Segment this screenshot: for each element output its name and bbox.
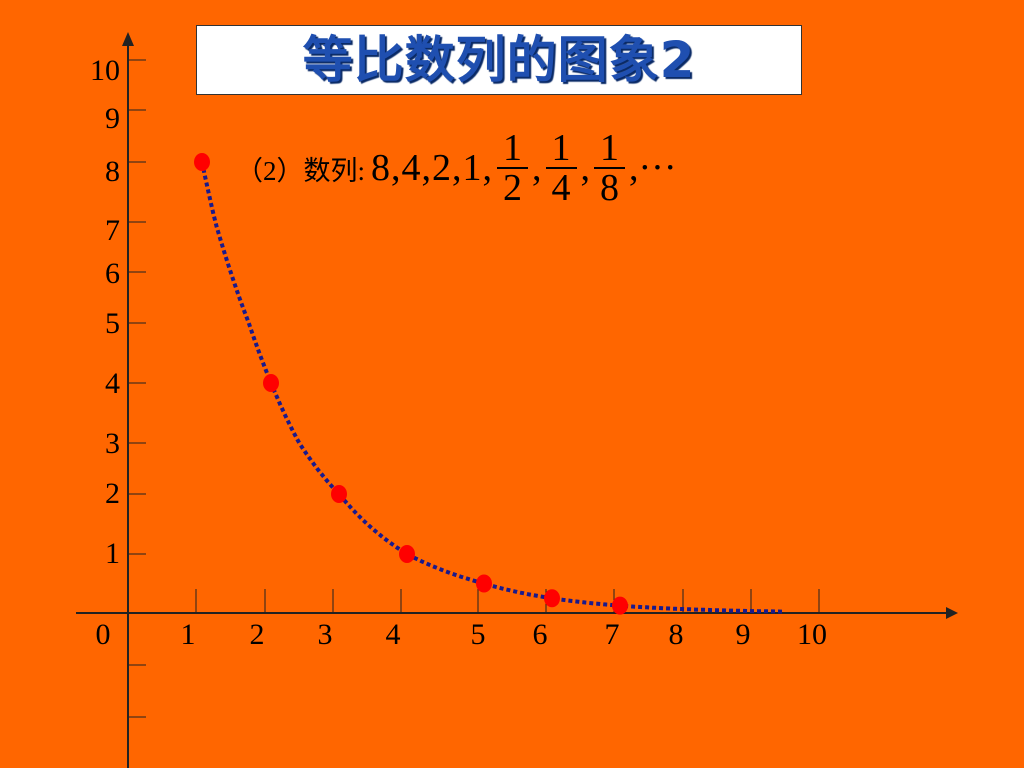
data-point	[476, 574, 492, 593]
x-tick-label: 3	[318, 618, 333, 651]
title-box: 等比数列的图象2	[196, 25, 802, 95]
x-tick-label: 7	[605, 618, 620, 651]
x-tick-label: 10	[797, 618, 827, 651]
y-tick-label: 9	[105, 102, 120, 135]
data-point	[612, 596, 628, 615]
y-tick-label: 8	[105, 155, 120, 188]
sequence-label: （2）数列:	[236, 155, 366, 186]
x-tick-label: 2	[250, 618, 265, 651]
sequence-terms: 8,4,2,1,	[371, 147, 494, 189]
separator: ,	[580, 147, 591, 189]
x-tick-label: 1	[181, 618, 196, 651]
x-tick-label: 8	[669, 618, 684, 651]
x-tick-label: 4	[386, 618, 401, 651]
slide-title: 等比数列的图象2	[302, 31, 696, 89]
separator: ,	[532, 147, 542, 189]
x-tick-label: 5	[471, 618, 486, 651]
y-tick-label: 7	[105, 214, 120, 247]
y-tick-label: 2	[105, 477, 120, 510]
x-tick-label: 9	[736, 618, 751, 651]
x-tick-label: 6	[533, 618, 548, 651]
y-tick-label: 6	[105, 257, 120, 290]
y-tick-label: 1	[105, 537, 120, 570]
y-tick-label: 4	[105, 367, 120, 400]
x-tick-label: 0	[96, 618, 111, 651]
data-point	[544, 589, 560, 608]
y-tick-label: 5	[105, 307, 120, 340]
ellipsis: ,···	[629, 147, 677, 189]
y-axis-arrow	[122, 32, 134, 46]
curve-line	[200, 161, 785, 614]
y-tick-label: 3	[105, 427, 120, 460]
data-point	[331, 485, 347, 503]
y-tick-label: 10	[90, 54, 120, 87]
data-point	[399, 545, 415, 563]
x-axis-arrow	[946, 607, 958, 619]
data-point	[263, 374, 279, 392]
data-point	[194, 153, 210, 171]
